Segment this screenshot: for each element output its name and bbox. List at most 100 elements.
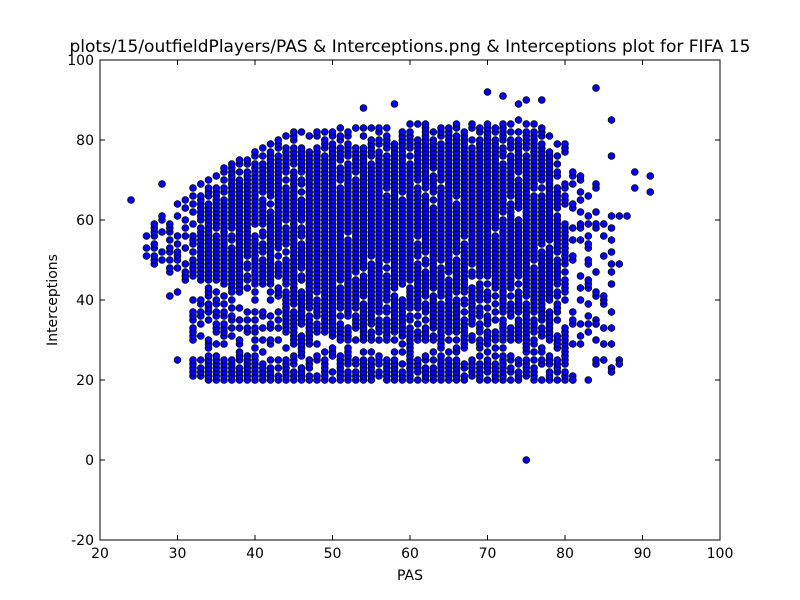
- data-point: [506, 136, 515, 144]
- y-tick-label: 20: [76, 373, 94, 389]
- data-point: [305, 372, 314, 380]
- data-point: [398, 296, 407, 304]
- data-point: [297, 240, 306, 248]
- data-point: [181, 244, 190, 252]
- data-point: [406, 312, 414, 320]
- data-point: [382, 192, 391, 200]
- data-point: [220, 320, 228, 328]
- data-point: [367, 160, 376, 168]
- y-axis-label: Interceptions: [45, 254, 61, 346]
- data-point: [483, 376, 492, 384]
- data-point: [228, 356, 236, 364]
- data-point: [537, 324, 546, 332]
- data-point: [499, 120, 507, 128]
- data-point: [251, 308, 259, 316]
- data-point: [537, 124, 546, 132]
- data-point: [429, 204, 438, 212]
- x-tick-label: 80: [556, 546, 574, 562]
- data-point: [297, 288, 306, 296]
- data-point: [522, 120, 531, 128]
- data-point: [351, 124, 360, 132]
- data-point: [553, 376, 562, 384]
- x-tick-label: 60: [401, 546, 419, 562]
- data-point: [437, 300, 445, 308]
- data-point: [189, 356, 197, 364]
- data-point: [282, 144, 290, 152]
- data-point: [251, 296, 259, 304]
- data-point: [282, 184, 290, 192]
- data-point: [243, 168, 252, 176]
- data-point: [576, 208, 585, 216]
- data-point: [607, 224, 616, 232]
- data-point: [584, 376, 593, 384]
- data-point: [460, 296, 469, 304]
- data-point: [235, 304, 244, 312]
- data-point: [258, 308, 267, 316]
- data-point: [166, 236, 174, 244]
- data-point: [313, 372, 321, 380]
- data-point: [499, 316, 507, 324]
- data-point: [204, 200, 213, 208]
- data-point: [568, 252, 577, 260]
- data-point: [545, 308, 554, 316]
- data-point: [398, 340, 407, 348]
- data-point: [282, 344, 290, 352]
- data-point: [189, 324, 197, 332]
- data-point: [468, 284, 476, 292]
- data-point: [351, 276, 360, 284]
- data-point: [282, 356, 290, 364]
- data-point: [328, 376, 337, 384]
- data-point: [197, 320, 205, 328]
- data-point: [460, 128, 469, 136]
- x-tick-label: 20: [91, 546, 109, 562]
- data-point: [553, 140, 562, 148]
- data-point: [576, 172, 585, 180]
- data-point: [444, 336, 453, 344]
- data-point: [258, 256, 267, 264]
- data-point: [514, 116, 523, 124]
- data-point: [375, 136, 383, 144]
- data-point: [243, 284, 252, 292]
- data-point: [251, 352, 259, 360]
- data-point: [452, 336, 461, 344]
- data-point: [336, 144, 345, 152]
- data-point: [344, 324, 352, 332]
- data-point: [491, 316, 500, 324]
- data-point: [630, 168, 639, 176]
- data-points: [127, 84, 655, 464]
- data-point: [561, 268, 569, 276]
- data-point: [491, 300, 500, 308]
- data-point: [592, 288, 600, 296]
- data-point: [359, 348, 368, 356]
- data-point: [452, 200, 461, 208]
- data-point: [506, 352, 515, 360]
- data-point: [530, 348, 538, 356]
- data-point: [228, 312, 236, 320]
- data-point: [382, 132, 391, 140]
- data-point: [460, 372, 469, 380]
- data-point: [506, 120, 515, 128]
- data-point: [220, 196, 228, 204]
- data-point: [623, 212, 631, 220]
- data-point: [568, 376, 577, 384]
- data-point: [166, 220, 174, 228]
- data-point: [576, 340, 585, 348]
- data-point: [592, 268, 600, 276]
- data-point: [289, 352, 298, 360]
- data-point: [204, 336, 213, 344]
- data-point: [289, 128, 298, 136]
- data-point: [282, 248, 290, 256]
- data-point: [584, 320, 593, 328]
- data-point: [181, 216, 190, 224]
- data-point: [220, 356, 228, 364]
- data-point: [189, 256, 197, 264]
- data-point: [413, 328, 422, 336]
- data-point: [607, 368, 616, 376]
- data-point: [514, 280, 523, 288]
- data-point: [220, 176, 228, 184]
- data-point: [375, 336, 383, 344]
- data-point: [390, 356, 399, 364]
- data-point: [452, 344, 461, 352]
- data-point: [514, 316, 523, 324]
- data-point: [568, 340, 577, 348]
